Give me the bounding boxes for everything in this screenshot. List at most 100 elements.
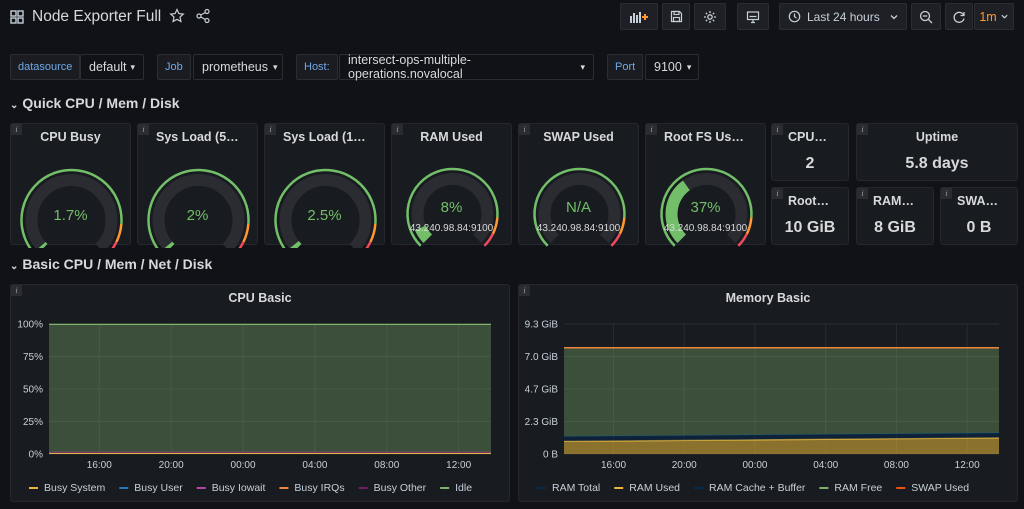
panel-title: SWAP Used	[543, 130, 614, 144]
info-icon[interactable]: i	[11, 285, 22, 296]
row-quick-header[interactable]: ⌄ Quick CPU / Mem / Disk	[10, 95, 180, 111]
cycle-view-mode-button[interactable]	[737, 3, 769, 30]
variable-port-select[interactable]: 9100 ▾	[645, 54, 699, 80]
legend-item: RAM Cache + Buffer	[709, 482, 806, 494]
panel-title: RAM T...	[873, 194, 922, 208]
gauge-value: 8%	[440, 199, 463, 216]
chevron-down-icon: ⌄	[10, 261, 19, 272]
time-range-label: Last 24 hours	[807, 9, 880, 24]
gauge-value-arc	[289, 240, 302, 248]
legend-item: RAM Used	[629, 482, 680, 494]
info-icon[interactable]: i	[138, 124, 149, 135]
row-basic-header[interactable]: ⌄ Basic CPU / Mem / Net / Disk	[10, 256, 212, 272]
gauge-panel[interactable]: i Sys Load (5m ... 2%	[137, 123, 258, 248]
series-area	[564, 437, 999, 454]
time-range-picker[interactable]: Last 24 hours	[779, 3, 907, 30]
legend-swatch	[440, 487, 450, 489]
gauge-dial	[20, 168, 123, 248]
stat-panel-cpu-cores[interactable]: i CPU C... 2	[771, 123, 849, 181]
stat-value: 2	[805, 155, 815, 172]
info-icon[interactable]: i	[772, 124, 783, 135]
info-icon[interactable]: i	[646, 124, 657, 135]
panel-title: SWAP ...	[957, 194, 1008, 208]
panel-title: Sys Load (5m ...	[156, 130, 252, 144]
info-icon[interactable]: i	[772, 188, 783, 199]
graph-panel-cpu-basic[interactable]: i CPU Basic 100% 75% 50% 25% 0% 16:00 20:00 00:…	[10, 284, 510, 502]
info-icon[interactable]: i	[265, 124, 276, 135]
info-icon[interactable]: i	[519, 285, 530, 296]
stat-panel-swap-total[interactable]: i SWAP ... 0 B	[940, 187, 1018, 245]
panel-title: RootF...	[788, 194, 834, 208]
gauge-dial	[147, 168, 250, 248]
legend-item: RAM Free	[834, 482, 882, 494]
add-panel-icon	[630, 11, 648, 23]
chevron-down-icon	[890, 15, 898, 20]
gauge-value-arc	[164, 241, 175, 248]
save-dashboard-button[interactable]	[662, 3, 690, 30]
panel-title: Uptime	[915, 130, 959, 144]
legend-swatch	[694, 487, 704, 489]
gauge-threshold-arc	[618, 217, 626, 235]
legend-swatch	[119, 487, 129, 489]
panel-title: CPU C...	[788, 130, 838, 144]
graph-panel-memory-basic[interactable]: i Memory Basic 9.3 GiB 7.0 GiB 4.7 GiB 2.3 …	[518, 284, 1018, 502]
gauge-threshold-arc	[737, 233, 749, 247]
legend-item: Busy Other	[374, 482, 427, 494]
variable-host-label: Host:	[296, 54, 338, 80]
gauge-threshold-arc	[242, 223, 250, 243]
gauge-threshold-arc	[533, 167, 626, 247]
x-tick-label: 08:00	[884, 460, 909, 471]
variable-job-value: prometheus	[202, 60, 269, 74]
legend: RAM Total RAM Used RAM Cache + Buffer RAM F…	[537, 482, 969, 494]
series-line	[563, 437, 1000, 443]
x-tick-label: 00:00	[742, 460, 767, 471]
refresh-button[interactable]	[945, 3, 973, 30]
gauge-panel[interactable]: i Root FS Used... 37% 43.240.98.84:9100	[645, 123, 766, 247]
info-icon[interactable]: i	[519, 124, 530, 135]
variable-job-select[interactable]: prometheus ▾	[193, 54, 283, 80]
panel-title: Root FS Used...	[664, 130, 757, 144]
chevron-down-icon: ⌄	[10, 100, 19, 111]
info-icon[interactable]: i	[857, 188, 868, 199]
stat-value: 8 GiB	[874, 219, 916, 236]
refresh-interval-label: 1m	[979, 9, 997, 24]
add-panel-button[interactable]	[620, 3, 658, 30]
panel-title: RAM Used	[420, 130, 483, 144]
chevron-down-icon: ▾	[130, 61, 136, 72]
gauge-panel[interactable]: i CPU Busy 1.7%	[10, 123, 131, 248]
gauge-panel[interactable]: i RAM Used 8% 43.240.98.84:9100	[391, 123, 512, 247]
legend-swatch	[358, 487, 368, 489]
dashboard-title[interactable]: Node Exporter Full	[32, 8, 162, 25]
variable-host-select[interactable]: intersect-ops-multiple-operations.novalo…	[339, 53, 594, 81]
info-icon[interactable]: i	[857, 124, 868, 135]
stat-panel-uptime[interactable]: i Uptime 5.8 days	[856, 123, 1018, 181]
gauge-panel[interactable]: i SWAP Used N/A 43.240.98.84:9100	[518, 123, 639, 247]
dashboard-settings-button[interactable]	[694, 3, 726, 30]
legend-item: Idle	[455, 482, 472, 494]
info-icon[interactable]: i	[11, 124, 22, 135]
x-tick-label: 20:00	[159, 460, 184, 471]
panel-title: Sys Load (15...	[283, 130, 371, 144]
gauge-threshold-arc	[660, 167, 753, 247]
zoom-out-button[interactable]	[911, 3, 941, 30]
star-icon[interactable]	[169, 8, 185, 24]
refresh-interval-picker[interactable]: 1m	[974, 3, 1014, 30]
legend: Busy System Busy User Busy Iowait Busy IRQs…	[29, 482, 472, 494]
stat-panel-ram-total[interactable]: i RAM T... 8 GiB	[856, 187, 934, 245]
info-icon[interactable]: i	[392, 124, 403, 135]
stat-value: 0 B	[966, 219, 992, 236]
refresh-icon	[953, 11, 965, 23]
stat-panel-rootfs-total[interactable]: i RootF... 10 GiB	[771, 187, 849, 245]
legend-item: RAM Total	[552, 482, 600, 494]
monitor-icon	[746, 10, 760, 23]
y-tick-label: 4.7 GiB	[525, 385, 559, 396]
variable-datasource-select[interactable]: default ▾	[80, 54, 144, 80]
gauge-value: 2%	[186, 207, 209, 224]
info-icon[interactable]: i	[941, 188, 952, 199]
share-icon[interactable]	[195, 8, 211, 24]
dashboard-grid-icon[interactable]	[10, 10, 24, 24]
gauge-panel[interactable]: i Sys Load (15... 2.5%	[264, 123, 385, 248]
gauge-value: 1.7%	[53, 207, 88, 224]
gauge-threshold-arc	[369, 223, 377, 243]
gauge-threshold-arc	[483, 233, 495, 247]
